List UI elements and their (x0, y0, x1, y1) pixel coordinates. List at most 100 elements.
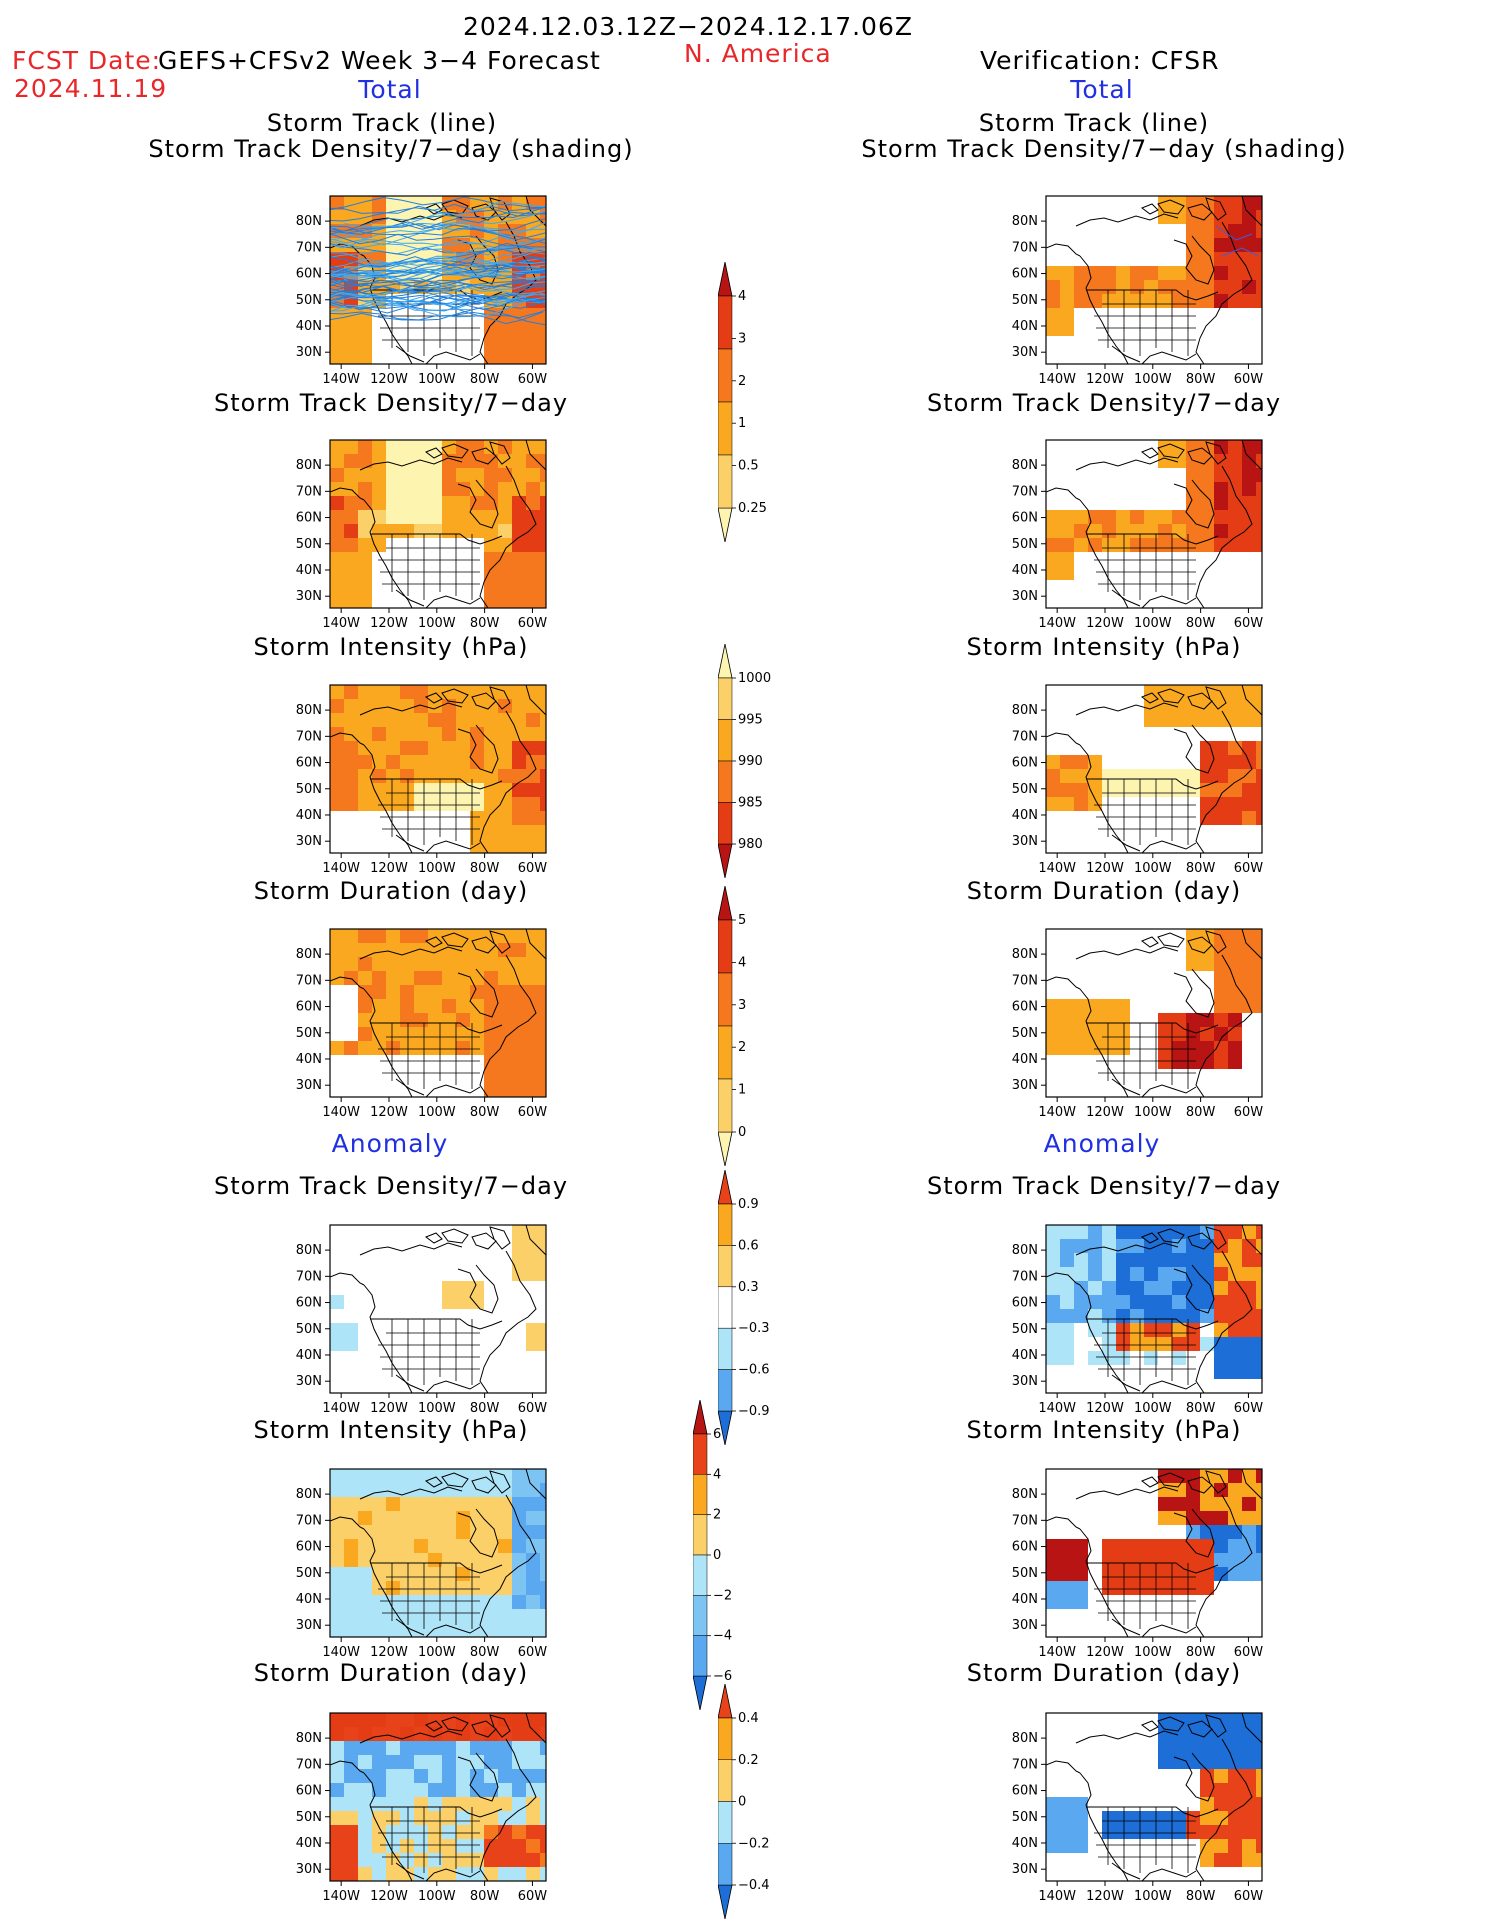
title-track-line-left: Storm Track (line) (266, 109, 498, 137)
colorbar-label: 2 (738, 374, 746, 389)
map-intensity-anomaly-forecast: 80N 70N 60N 50N 40N 30N 140W 120W 100W 80W 60W (284, 1468, 556, 1663)
lat-label: 50N (296, 1566, 322, 1581)
lat-label: 30N (296, 589, 322, 604)
region-label: N. America (684, 39, 832, 68)
lat-label: 30N (1012, 345, 1038, 360)
colorbar-label: 0.3 (738, 1280, 759, 1295)
lat-label: 70N (1012, 1513, 1038, 1528)
colorbar-intensity-anomaly: 6 4 2 0 −2 −4 −6 (692, 1399, 763, 1714)
lat-label: 70N (1012, 240, 1038, 255)
lon-label: 100W (1134, 1105, 1172, 1120)
lat-label: 60N (296, 1296, 322, 1311)
lat-label: 60N (1012, 1296, 1038, 1311)
lon-label: 60W (518, 1889, 548, 1904)
lat-label: 40N (296, 563, 322, 578)
colorbar-label: 0 (738, 1125, 746, 1140)
lat-label: 30N (1012, 1618, 1038, 1633)
lon-label: 80W (1186, 1401, 1216, 1416)
lon-label: 60W (1234, 372, 1264, 387)
lat-label: 60N (296, 1540, 322, 1555)
fcst-label: FCST Date: (12, 46, 162, 75)
lat-label: 70N (296, 729, 322, 744)
lon-label: 60W (518, 861, 548, 876)
title-track-line-right: Storm Track (line) (978, 109, 1210, 137)
map-duration-anomaly-verification: 80N 70N 60N 50N 40N 30N 140W 120W 100W 80W 60W (1000, 1712, 1272, 1907)
lat-label: 70N (1012, 1757, 1038, 1772)
lat-label: 30N (1012, 1374, 1038, 1389)
lat-label: 70N (296, 240, 322, 255)
lon-label: 100W (1134, 861, 1172, 876)
lat-label: 30N (1012, 834, 1038, 849)
colorbar-label: 0.6 (738, 1238, 759, 1253)
lon-label: 100W (1134, 1889, 1172, 1904)
colorbar-label: 2 (738, 1040, 746, 1055)
colorbar-label: 990 (738, 754, 763, 769)
colorbar-label: −0.6 (738, 1363, 770, 1378)
lat-label: 40N (296, 319, 322, 334)
lat-label: 60N (296, 1000, 322, 1015)
lon-label: 120W (370, 616, 408, 631)
lon-label: 120W (1086, 1645, 1124, 1660)
lat-label: 60N (1012, 1540, 1038, 1555)
lat-label: 30N (296, 1078, 322, 1093)
title-intensity-left: Storm Intensity (hPa) (253, 633, 529, 661)
lat-label: 60N (1012, 1000, 1038, 1015)
colorbar-svg: 6 4 2 0 −2 −4 −6 (692, 1399, 732, 1711)
map-track-verification: 80N 70N 60N 50N 40N 30N 140W 120W 100W 80W 60W (1000, 195, 1272, 390)
colorbar-duration-anomaly: 0.4 0.2 0 −0.2 −0.4 (717, 1683, 788, 1923)
lat-label: 50N (1012, 782, 1038, 797)
colorbar-label: −2 (713, 1588, 732, 1603)
colorbar-label: −0.2 (738, 1836, 770, 1851)
lat-label: 70N (1012, 973, 1038, 988)
colorbar-label: 0 (713, 1548, 721, 1563)
lon-label: 120W (1086, 1105, 1124, 1120)
lat-label: 50N (1012, 1026, 1038, 1041)
lon-label: 80W (470, 1889, 500, 1904)
lon-label: 100W (1134, 1401, 1172, 1416)
lon-label: 80W (470, 861, 500, 876)
verification-label: Verification: CFSR (980, 46, 1220, 75)
lat-label: 60N (296, 267, 322, 282)
lat-label: 70N (296, 1269, 322, 1284)
lat-label: 60N (296, 756, 322, 771)
lon-label: 120W (370, 372, 408, 387)
lon-label: 60W (1234, 1645, 1264, 1660)
title-density-anom-right: Storm Track Density/7−day (926, 1172, 1282, 1200)
lon-label: 80W (1186, 1105, 1216, 1120)
colorbar-label: 980 (738, 837, 763, 852)
colorbar-label: 0.4 (738, 1711, 759, 1726)
map-intensity-anomaly-verification: 80N 70N 60N 50N 40N 30N 140W 120W 100W 80W 60W (1000, 1468, 1272, 1663)
lat-label: 50N (1012, 1322, 1038, 1337)
lat-label: 80N (1012, 1487, 1038, 1502)
title-intensity-anom-right: Storm Intensity (hPa) (966, 1416, 1242, 1444)
colorbar-label: 2 (713, 1508, 721, 1523)
lat-label: 60N (1012, 1784, 1038, 1799)
lat-label: 80N (1012, 214, 1038, 229)
lat-label: 30N (1012, 1078, 1038, 1093)
lon-label: 80W (470, 1105, 500, 1120)
colorbar-label: 995 (738, 713, 763, 728)
lat-label: 40N (296, 1348, 322, 1363)
lon-label: 100W (418, 1645, 456, 1660)
title-density-left: Storm Track Density/7−day (213, 389, 569, 417)
section-anomaly-right: Anomaly (1043, 1129, 1161, 1158)
lon-label: 80W (470, 616, 500, 631)
colorbar-label: 4 (738, 289, 746, 304)
lon-label: 100W (1134, 616, 1172, 631)
lon-label: 120W (1086, 616, 1124, 631)
model-label: GEFS+CFSv2 Week 3−4 Forecast (158, 46, 601, 75)
map-track-forecast: 80N 70N 60N 50N 40N 30N 140W 120W 100W 80W 60W (284, 195, 556, 390)
period-title: 2024.12.03.12Z−2024.12.17.06Z (463, 12, 913, 41)
colorbar-label: 985 (738, 796, 763, 811)
lat-label: 40N (1012, 1836, 1038, 1851)
lon-label: 100W (418, 861, 456, 876)
colorbar-label: 4 (713, 1467, 721, 1482)
lat-label: 50N (296, 1026, 322, 1041)
fcst-date: 2024.11.19 (14, 74, 168, 103)
lon-label: 80W (1186, 861, 1216, 876)
lon-label: 120W (1086, 1889, 1124, 1904)
